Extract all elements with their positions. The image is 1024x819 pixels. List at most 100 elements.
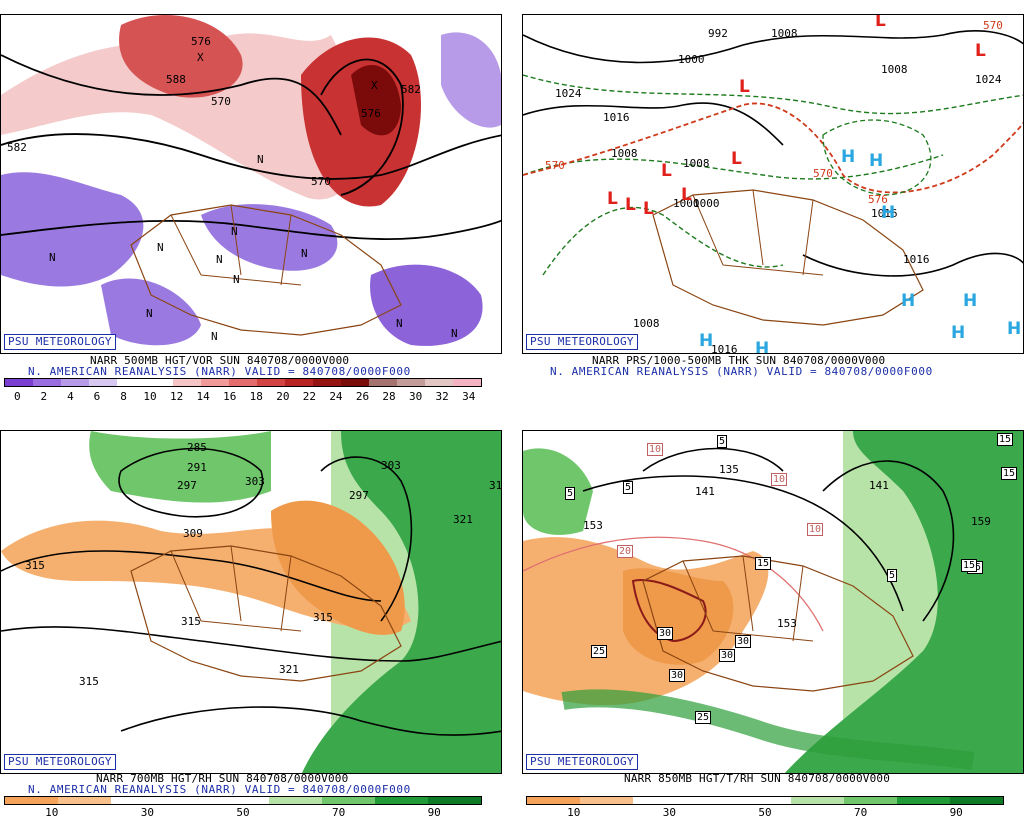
contour-label: 582 — [401, 83, 421, 96]
colorbar-swatch — [375, 797, 429, 804]
height-label: 291 — [187, 461, 207, 474]
map-850mb-rh[interactable]: 135 141 153 153 159 141 5 5 5 10 10 10 1… — [522, 430, 1024, 774]
isobar-label: 1000 — [678, 53, 705, 66]
temperature-label: 15 — [997, 433, 1014, 446]
high-pressure-symbol: H — [1007, 319, 1022, 339]
height-label: 141 — [695, 485, 715, 498]
contour-label: 570 — [211, 95, 231, 108]
temperature-label: 25 — [695, 711, 712, 724]
contour-label: 582 — [7, 141, 27, 154]
map-surface-pressure[interactable]: 992 1000 1008 1024 1016 1008 1008 1000 1… — [522, 14, 1024, 354]
colorbar-swatch — [145, 379, 173, 386]
colorbar-vorticity — [4, 378, 482, 387]
low-pressure-symbol: L — [643, 199, 654, 219]
colorbar-tick-label: 4 — [67, 390, 74, 403]
isobar-label: 1000 — [673, 197, 700, 210]
vorticity-symbol: N — [146, 307, 153, 320]
colorbar-swatch — [791, 797, 845, 804]
height-label: 153 — [583, 519, 603, 532]
temperature-label: 5 — [565, 487, 576, 500]
colorbar-rh — [526, 796, 1004, 805]
vorticity-symbol: N — [451, 327, 458, 340]
temperature-label: 15 — [961, 559, 978, 572]
contour-label: 570 — [311, 175, 331, 188]
temperature-label: 30 — [657, 627, 674, 640]
temperature-label: 10 — [647, 443, 664, 456]
low-pressure-symbol: L — [625, 195, 636, 215]
temperature-label: 20 — [617, 545, 634, 558]
colorbar-swatch — [685, 797, 739, 804]
panel-caption: NARR 700MB HGT/RH SUN 840708/0000V000 — [96, 772, 349, 785]
map-700mb-rh[interactable]: 285 291 297 303 297 303 309 315 315 315 … — [0, 430, 502, 774]
panel-850mb: 135 141 153 153 159 141 5 5 5 10 10 10 1… — [512, 410, 1024, 819]
colorbar-swatch — [5, 797, 58, 804]
high-pressure-symbol: H — [901, 291, 916, 311]
panel-500mb: 576 582 588 570 576 570 582 N N N N N N … — [0, 0, 512, 410]
height-label: 315 — [181, 615, 201, 628]
vorticity-symbol: N — [233, 273, 240, 286]
colorbar-swatch — [229, 379, 257, 386]
temperature-label: 30 — [719, 649, 736, 662]
height-label: 315 — [25, 559, 45, 572]
colorbar-swatch — [950, 797, 1004, 804]
isobar-label: 1016 — [903, 253, 930, 266]
low-pressure-symbol: L — [875, 14, 886, 31]
map-500mb-vorticity[interactable]: 576 582 588 570 576 570 582 N N N N N N … — [0, 14, 502, 354]
height-label: 135 — [719, 463, 739, 476]
map-500mb-graphic — [1, 15, 501, 346]
colorbar-tick-label: 16 — [223, 390, 237, 403]
psu-meteorology-badge: PSU METEOROLOGY — [4, 754, 116, 770]
colorbar-swatch — [285, 379, 313, 386]
psu-meteorology-badge: PSU METEOROLOGY — [4, 334, 116, 350]
low-pressure-symbol: L — [731, 149, 742, 169]
height-label: 159 — [971, 515, 991, 528]
height-label: 297 — [349, 489, 369, 502]
colorbar-swatch — [322, 797, 376, 804]
height-label: 321 — [453, 513, 473, 526]
height-label: 309 — [183, 527, 203, 540]
isobar-label: 1024 — [975, 73, 1002, 86]
thickness-label: 570 — [545, 159, 565, 172]
vorticity-symbol: N — [301, 247, 308, 260]
colorbar-swatch — [579, 797, 633, 804]
colorbar-swatch — [738, 797, 792, 804]
colorbar-swatch — [201, 379, 229, 386]
colorbar-tick-label: 10 — [45, 806, 59, 819]
temperature-label: 15 — [755, 557, 772, 570]
colorbar-tick-label: 0 — [13, 390, 21, 403]
colorbar-tick-label: 30 — [140, 806, 155, 819]
temperature-label: 15 — [1001, 467, 1018, 480]
colorbar-swatch — [57, 797, 111, 804]
colorbar-tick-label: 90 — [427, 806, 441, 819]
vorticity-symbol: N — [157, 241, 164, 254]
vorticity-symbol: N — [231, 225, 238, 238]
colorbar-swatch — [257, 379, 285, 386]
temperature-label: 10 — [771, 473, 788, 486]
map-850mb-graphic — [523, 431, 1023, 773]
vorticity-symbol: N — [257, 153, 264, 166]
colorbar-tick-label: 50 — [236, 806, 250, 819]
colorbar-tick-label: 22 — [302, 390, 316, 403]
colorbar-tick-label: 70 — [853, 806, 868, 819]
isobar-label: 1000 — [693, 197, 720, 210]
colorbar-tick-label: 24 — [329, 390, 343, 403]
colorbar-swatch — [527, 797, 580, 804]
temperature-label: 25 — [591, 645, 608, 658]
colorbar-swatch — [33, 379, 61, 386]
temperature-label: 5 — [717, 435, 728, 448]
height-label: 297 — [177, 479, 197, 492]
colorbar-tick-label: 12 — [169, 390, 184, 403]
colorbar-swatch — [453, 379, 481, 386]
colorbar-swatch — [341, 379, 369, 386]
colorbar-swatch — [117, 379, 145, 386]
high-pressure-symbol: H — [951, 323, 966, 343]
temperature-label: 5 — [623, 481, 634, 494]
height-label: 285 — [187, 441, 207, 454]
panel-caption: NARR 500MB HGT/VOR SUN 840708/0000V000 — [90, 354, 350, 367]
colorbar-swatch — [5, 379, 33, 386]
low-pressure-symbol: L — [739, 77, 750, 97]
colorbar-tick-label: 28 — [382, 390, 396, 403]
temperature-label: 30 — [735, 635, 752, 648]
isobar-label: 1024 — [555, 87, 582, 100]
colorbar-tick-label: 14 — [196, 390, 210, 403]
